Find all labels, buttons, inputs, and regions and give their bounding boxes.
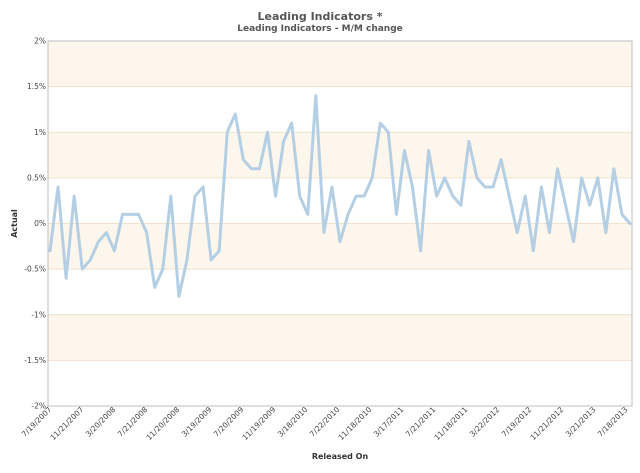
chart-title: Leading Indicators * xyxy=(257,10,383,23)
plot-band xyxy=(48,360,632,406)
x-tick-label: 11/18/2010 xyxy=(336,405,373,442)
x-tick-label: 3/21/2013 xyxy=(564,405,598,439)
plot-band xyxy=(48,132,632,178)
y-tick-label: -2% xyxy=(31,402,46,411)
y-tick-label: -1.5% xyxy=(24,356,46,365)
x-tick-label: 11/21/2012 xyxy=(528,405,565,442)
plot-border xyxy=(47,40,633,407)
x-tick-label: 3/20/2008 xyxy=(84,405,118,439)
x-tick-label: 7/19/2012 xyxy=(500,405,534,439)
y-axis-label: Actual xyxy=(10,209,19,238)
y-tick-label: 1% xyxy=(34,128,46,137)
plot-band xyxy=(48,314,632,361)
chart-subtitle: Leading Indicators - M/M change xyxy=(237,24,403,34)
x-tick-label: 7/20/2009 xyxy=(212,405,246,439)
y-tick-label: 0.5% xyxy=(27,173,46,182)
x-tick-label: 7/21/2011 xyxy=(404,405,438,439)
x-tick-label: 11/18/2011 xyxy=(432,405,469,442)
x-tick-label: 11/21/2007 xyxy=(48,405,85,442)
plot-band xyxy=(48,41,632,87)
x-tick-label: 7/18/2013 xyxy=(596,405,630,439)
x-tick-label: 11/19/2009 xyxy=(240,405,277,442)
y-tick-label: 2% xyxy=(34,37,46,46)
x-axis-ticks: 7/19/200711/21/20073/20/20087/21/200811/… xyxy=(20,405,630,442)
x-tick-label: 3/22/2012 xyxy=(468,405,502,439)
y-tick-label: -1% xyxy=(31,310,46,319)
x-tick-label: 7/22/2010 xyxy=(308,405,342,439)
x-tick-label: 3/17/2011 xyxy=(372,405,406,439)
x-tick-label: 7/21/2008 xyxy=(116,405,150,439)
x-tick-label: 3/19/2009 xyxy=(180,405,214,439)
y-tick-label: -0.5% xyxy=(24,265,46,274)
plot-band xyxy=(48,269,632,315)
y-tick-label: 0% xyxy=(34,219,46,228)
x-tick-label: 3/18/2010 xyxy=(276,405,310,439)
x-axis-label: Released On xyxy=(312,452,369,461)
y-tick-label: 1.5% xyxy=(27,82,46,91)
plot-band xyxy=(48,223,632,270)
plot-band xyxy=(48,177,632,224)
series-line xyxy=(48,94,632,298)
x-tick-label: 11/20/2008 xyxy=(144,405,181,442)
y-axis-ticks: -2% -1.5% -1% -0.5% 0% 0.5% 1% 1.5% 2% xyxy=(24,37,46,411)
plot-band xyxy=(48,86,632,133)
